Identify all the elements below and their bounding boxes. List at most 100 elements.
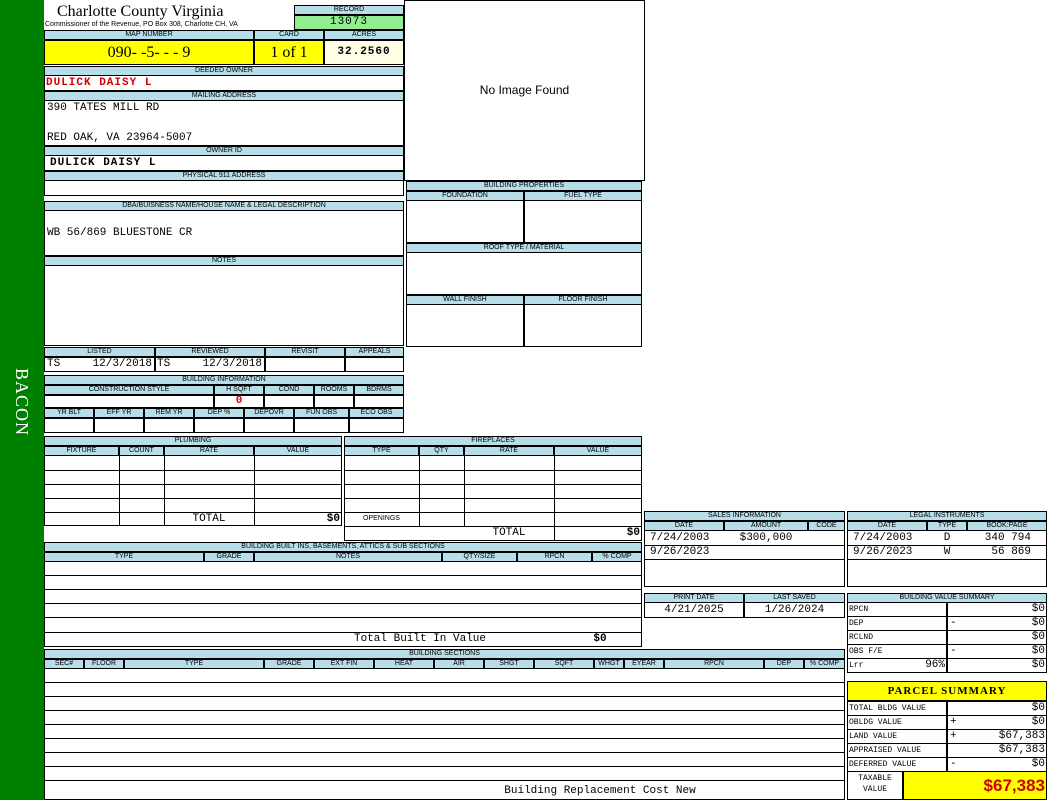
field-value: 56 869 bbox=[991, 546, 1031, 558]
field-label: COND bbox=[264, 385, 314, 395]
field-value: WB 56/869 BLUESTONE CR bbox=[47, 227, 193, 239]
cell bbox=[94, 418, 144, 433]
cell bbox=[155, 357, 265, 372]
field-label: DEPOVR bbox=[244, 408, 294, 418]
cell bbox=[44, 357, 155, 372]
cell bbox=[903, 771, 1047, 800]
field-value: RED OAK, VA 23964-5007 bbox=[47, 132, 193, 144]
county-title: Charlotte County Virginia bbox=[57, 3, 224, 20]
field-label: FIREPLACES bbox=[344, 436, 642, 446]
field-label: FUN OBS bbox=[294, 408, 349, 418]
field-label: H SQFT bbox=[214, 385, 264, 395]
rule bbox=[344, 498, 642, 499]
cell bbox=[44, 180, 404, 196]
cell bbox=[404, 0, 645, 181]
rule bbox=[554, 526, 555, 540]
rule bbox=[44, 780, 845, 781]
cell bbox=[264, 395, 314, 408]
field-value: DEFERRED VALUE bbox=[849, 760, 917, 769]
rule bbox=[119, 455, 120, 525]
field-label: BUILDING INFORMATION bbox=[44, 375, 404, 385]
cell bbox=[406, 200, 524, 243]
field-label: LEGAL INSTRUMENTS bbox=[847, 511, 1047, 521]
field-label: BUILDING PROPERTIES bbox=[406, 181, 642, 191]
cell bbox=[44, 100, 404, 146]
field-value: TS bbox=[47, 358, 61, 370]
field-value: - bbox=[950, 758, 957, 770]
field-value: - bbox=[950, 645, 957, 657]
cell bbox=[345, 357, 404, 372]
cell bbox=[44, 210, 404, 256]
field-label: REVISIT bbox=[265, 347, 345, 357]
rule bbox=[847, 545, 1047, 546]
field-label: MAP NUMBER bbox=[44, 30, 254, 40]
field-value: $67,383 bbox=[998, 730, 1045, 742]
rule bbox=[44, 589, 642, 590]
field-value: LAND VALUE bbox=[849, 732, 898, 741]
field-value: $0 bbox=[1031, 603, 1045, 615]
field-value: $0 bbox=[1031, 659, 1045, 671]
rule bbox=[847, 559, 1047, 560]
rule bbox=[44, 512, 342, 513]
cell bbox=[744, 602, 845, 618]
cell bbox=[44, 455, 342, 526]
field-value: RCLND bbox=[849, 633, 874, 642]
field-value: 32.2560 bbox=[337, 46, 391, 58]
field-value: RPCN bbox=[849, 605, 869, 614]
field-label: BDRMS bbox=[354, 385, 404, 395]
field-value: $0 bbox=[326, 513, 340, 525]
field-value: TOTAL BLDG VALUE bbox=[849, 704, 926, 713]
field-label: CONSTRUCTION STYLE bbox=[44, 385, 214, 395]
field-value: OBLDG VALUE bbox=[849, 718, 902, 727]
photo-placeholder: No Image Found bbox=[479, 83, 570, 97]
rule bbox=[44, 617, 642, 618]
rule bbox=[254, 455, 255, 525]
cell bbox=[44, 40, 254, 65]
rule bbox=[344, 484, 642, 485]
office-address: Commissioner of the Revenue, PO Box 308,… bbox=[45, 21, 238, 28]
cell bbox=[44, 418, 94, 433]
cell bbox=[214, 395, 264, 408]
parcel-summary-title: PARCEL SUMMARY bbox=[887, 685, 1007, 697]
cell bbox=[314, 395, 354, 408]
cell bbox=[406, 304, 524, 347]
cell bbox=[294, 15, 404, 30]
rule bbox=[419, 455, 420, 526]
field-value: 9/26/2023 bbox=[650, 546, 710, 558]
openings-label: OPENINGS bbox=[363, 515, 400, 522]
field-value: Lrr bbox=[849, 661, 864, 670]
cell bbox=[44, 265, 404, 346]
field-label: REM YR bbox=[144, 408, 194, 418]
rule bbox=[44, 752, 845, 753]
rule bbox=[44, 575, 642, 576]
rule bbox=[44, 710, 845, 711]
field-label: BUILDING SECTIONS bbox=[44, 649, 845, 659]
cell bbox=[847, 681, 1047, 701]
field-value: 96% bbox=[925, 659, 945, 671]
rule bbox=[44, 766, 845, 767]
field-label: PLUMBING bbox=[44, 436, 342, 446]
field-label: DEP % bbox=[194, 408, 244, 418]
rule bbox=[344, 526, 642, 527]
cell bbox=[244, 418, 294, 433]
cell bbox=[644, 530, 845, 587]
cell bbox=[947, 658, 1047, 673]
taxable-value: $67,383 bbox=[983, 776, 1045, 795]
field-label: CARD bbox=[254, 30, 324, 40]
cell bbox=[524, 200, 642, 243]
field-value: $0 bbox=[1031, 716, 1045, 728]
field-label: ROOMS bbox=[314, 385, 354, 395]
field-label: RECORD bbox=[294, 5, 404, 15]
rule bbox=[44, 696, 845, 697]
cell bbox=[324, 40, 404, 65]
rule bbox=[44, 484, 342, 485]
rule bbox=[44, 738, 845, 739]
field-value: $0 bbox=[626, 527, 640, 539]
field-value: + bbox=[950, 716, 957, 728]
cell bbox=[349, 418, 404, 433]
field-value: DULICK DAISY L bbox=[50, 157, 157, 169]
field-label: SALES INFORMATION bbox=[644, 511, 845, 521]
rule bbox=[554, 455, 555, 526]
field-value: + bbox=[950, 730, 957, 742]
field-value: 12/3/2018 bbox=[202, 358, 262, 370]
